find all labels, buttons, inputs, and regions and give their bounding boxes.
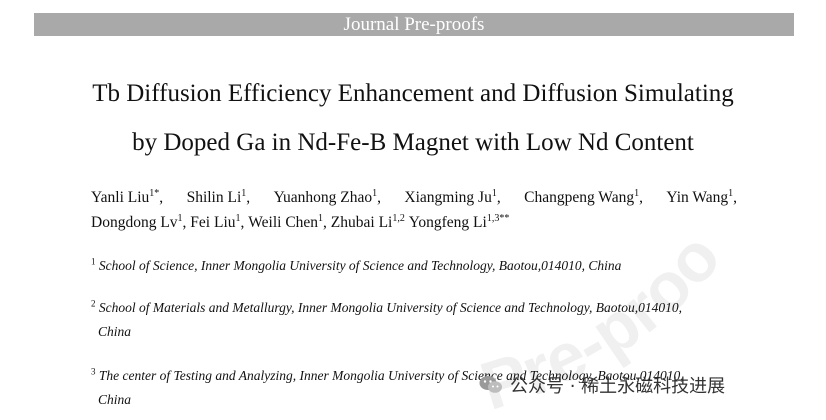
- author: Yuanhong Zhao1,: [273, 187, 382, 206]
- author-row-2: Dongdong Lv1, Fei Liu1, Weili Chen1, Zhu…: [91, 210, 737, 235]
- author: Changpeng Wang1,: [524, 187, 643, 206]
- author: Yongfeng Li1,3**: [408, 212, 510, 231]
- author: Xiangming Ju1,: [404, 187, 501, 206]
- author: Shilin Li1,: [186, 187, 251, 206]
- author: Zhubai Li1,2: [330, 212, 405, 231]
- paper-title-line-1: Tb Diffusion Efficiency Enhancement and …: [92, 80, 734, 107]
- author: Yanli Liu1*,: [91, 187, 164, 206]
- paper-title-line-2: by Doped Ga in Nd-Fe-B Magnet with Low N…: [132, 129, 694, 156]
- affiliation-1: 1 School of Science, Inner Mongolia Univ…: [91, 256, 622, 273]
- author-list: Yanli Liu1*, Shilin Li1, Yuanhong Zhao1,…: [91, 185, 737, 235]
- wechat-label: 公众号 · 稀土永磁科技进展: [510, 376, 726, 397]
- author: Fei Liu1,: [190, 212, 245, 231]
- author: Yin Wang1,: [666, 187, 737, 206]
- journal-banner: Journal Pre-proofs: [34, 13, 794, 36]
- author: Weili Chen1,: [248, 212, 327, 231]
- wechat-account-overlay: 公众号 · 稀土永磁科技进展: [478, 371, 725, 399]
- wechat-icon: [479, 376, 502, 393]
- affiliation-2: 2 School of Materials and Metallurgy, In…: [91, 298, 683, 339]
- author: Dongdong Lv1,: [91, 212, 187, 231]
- author-row-1: Yanli Liu1*, Shilin Li1, Yuanhong Zhao1,…: [91, 185, 737, 210]
- affiliation-3: 3 The center of Testing and Analyzing, I…: [91, 366, 684, 407]
